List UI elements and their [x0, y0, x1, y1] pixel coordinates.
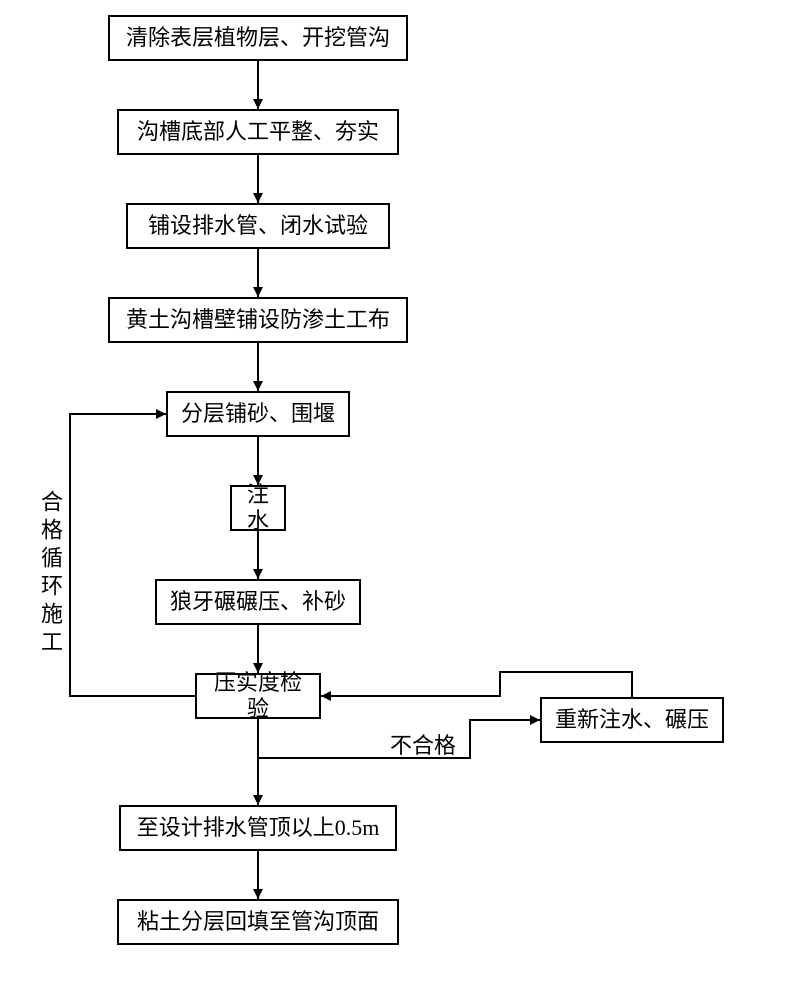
- node-step-3: 铺设排水管、闭水试验: [126, 203, 390, 249]
- node-step-10: 粘土分层回填至管沟顶面: [117, 899, 399, 945]
- node-step-4: 黄土沟槽壁铺设防渗土工布: [108, 297, 408, 343]
- node-step-5: 分层铺砂、围堰: [166, 391, 350, 437]
- fail-label: 不合格: [390, 728, 456, 760]
- node-rework: 重新注水、碾压: [540, 697, 724, 743]
- node-step-9: 至设计排水管顶以上0.5m: [119, 805, 397, 851]
- node-step-2: 沟槽底部人工平整、夯实: [117, 109, 399, 155]
- node-step-6: 注水: [230, 485, 286, 531]
- node-step-8: 压实度检验: [195, 673, 321, 719]
- node-step-1: 清除表层植物层、开挖管沟: [108, 15, 408, 61]
- loop-label: 合格循环施工: [34, 490, 66, 658]
- flowchart-canvas: 清除表层植物层、开挖管沟 沟槽底部人工平整、夯实 铺设排水管、闭水试验 黄土沟槽…: [0, 0, 808, 1000]
- node-step-7: 狼牙碾碾压、补砂: [155, 579, 361, 625]
